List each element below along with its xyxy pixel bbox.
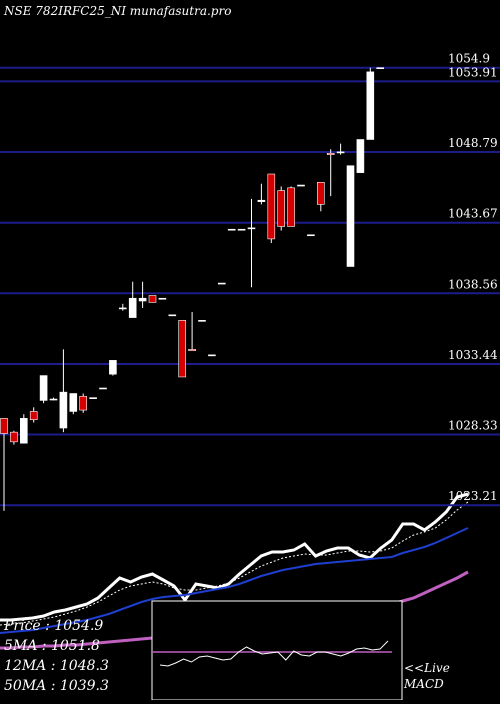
candle-body [128, 297, 137, 318]
candle-body [227, 228, 236, 231]
candle-body [148, 295, 157, 303]
y-tick-label: 1048.79 [448, 136, 498, 150]
candle-body [10, 431, 18, 443]
candle-body [237, 228, 246, 231]
candle-body [356, 139, 365, 173]
candle-body [49, 398, 58, 401]
candle-body [59, 391, 68, 429]
candle-body [297, 184, 305, 187]
candle-body [257, 199, 266, 202]
candle-body [366, 71, 375, 140]
candle-body [178, 320, 186, 378]
legend-5ma: 5MA : 1051.8 [4, 638, 100, 654]
candle-body [168, 314, 177, 317]
legend-12ma: 12MA : 1048.3 [4, 658, 109, 674]
candle-body [99, 387, 107, 390]
candle-body [267, 173, 276, 240]
candle-body [119, 307, 127, 310]
candle-body [79, 395, 87, 411]
candle-body [277, 190, 286, 227]
candle-body [29, 411, 38, 421]
chart-title: NSE 782IRFC25_NI munafasutra.pro [4, 4, 232, 18]
candle-body [307, 234, 315, 237]
candle-body [346, 165, 355, 267]
y-tick-label: 1028.33 [448, 419, 498, 433]
candle-body [109, 360, 117, 375]
macd-panel [151, 600, 403, 701]
candle-body [218, 282, 226, 285]
macd-line [159, 640, 389, 667]
ma-line-12ma [0, 527, 469, 634]
y-tick-label: 1043.67 [448, 207, 498, 221]
candle-body [39, 375, 48, 401]
candle-body [208, 354, 216, 357]
y-tick-label: 1054.9 [448, 52, 490, 66]
candle-body [19, 418, 28, 444]
candle-body [326, 153, 335, 155]
candle-body [287, 187, 295, 227]
y-tick-label: 1053.91 [448, 65, 498, 79]
y-tick-label: 1033.44 [448, 348, 498, 362]
macd-label: <<Live MACD [404, 661, 450, 691]
candle-body [0, 418, 8, 434]
candle-body [376, 67, 385, 70]
candle-body [247, 227, 256, 230]
ma-line-price [0, 492, 469, 622]
candle-body [316, 181, 325, 205]
y-tick-label: 1038.56 [448, 277, 498, 291]
candle-body [198, 320, 206, 322]
y-tick-label: 1023.21 [448, 489, 498, 503]
legend-50ma: 50MA : 1039.3 [4, 678, 109, 694]
candle-body [158, 297, 167, 300]
legend-price: Price : 1054.9 [4, 618, 104, 634]
candle-body [336, 151, 345, 154]
candle-body [69, 393, 78, 412]
candle-body [188, 349, 196, 352]
candle-body [138, 297, 147, 302]
candle-body [89, 397, 97, 399]
